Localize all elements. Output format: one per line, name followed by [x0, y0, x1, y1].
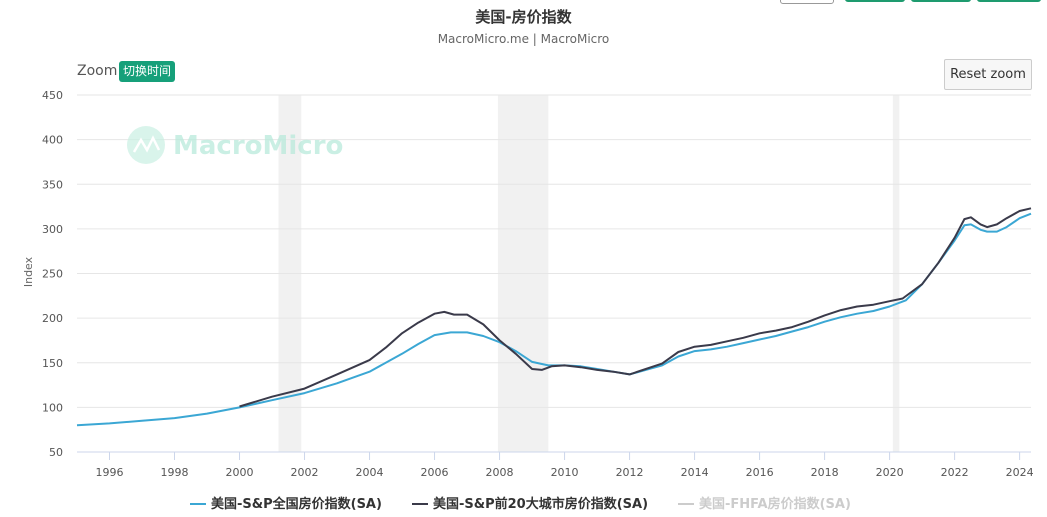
zoom-label: Zoom [77, 63, 118, 79]
x-tick-label: 2022 [941, 466, 969, 479]
y-tick-label: 350 [42, 178, 63, 191]
x-tick-label: 2014 [681, 466, 709, 479]
top-button-2[interactable] [845, 0, 905, 2]
y-tick-label: 50 [49, 446, 63, 459]
series-line-1[interactable] [76, 212, 1032, 427]
x-tick-label: 2008 [486, 466, 514, 479]
x-tick-label: 2004 [356, 466, 384, 479]
y-tick-label: 250 [42, 268, 63, 281]
legend-label: 美国-S&P全国房价指数(SA) [211, 496, 382, 512]
x-tick-label: 1996 [96, 466, 124, 479]
x-tick-label: 2018 [811, 466, 839, 479]
chart-subtitle: MacroMicro.me | MacroMicro [437, 32, 610, 46]
y-tick-label: 400 [42, 134, 63, 147]
legend-item-1[interactable]: 美国-S&P全国房价指数(SA) [190, 496, 382, 512]
chart-title: 美国-房价指数 [475, 8, 572, 26]
legend-label: 美国-S&P前20大城市房价指数(SA) [433, 496, 648, 512]
legend-item-2[interactable]: 美国-S&P前20大城市房价指数(SA) [412, 496, 648, 512]
y-tick-label: 450 [42, 89, 63, 102]
y-tick-label: 100 [42, 401, 63, 414]
y-tick-label: 300 [42, 223, 63, 236]
watermark: MacroMicro [127, 126, 343, 164]
watermark-text: MacroMicro [173, 131, 343, 161]
series-lines [76, 207, 1032, 427]
legend: 美国-S&P全国房价指数(SA) 美国-S&P前20大城市房价指数(SA) 美国-F… [190, 496, 851, 512]
reset-zoom-button[interactable]: Reset zoom [944, 59, 1032, 90]
x-tick-label: 2016 [746, 466, 774, 479]
x-tick-label: 2010 [551, 466, 579, 479]
legend-label: 美国-FHFA房价指数(SA) [699, 496, 851, 512]
x-tick-label: 2002 [291, 466, 319, 479]
y-tick-label: 150 [42, 357, 63, 370]
x-tick-label: 2020 [876, 466, 904, 479]
x-tick-label: 2012 [616, 466, 644, 479]
watermark-logo-mark [132, 135, 161, 153]
top-button-4[interactable] [977, 0, 1041, 2]
x-tick-label: 2024 [1006, 466, 1034, 479]
top-button-1[interactable] [780, 0, 834, 4]
axes: 50 100 150 200 250 300 350 400 450 1996 1998 2000 20… [42, 89, 1034, 479]
y-tick-label: 200 [42, 312, 63, 325]
x-tick-label: 2006 [421, 466, 449, 479]
legend-item-3[interactable]: 美国-FHFA房价指数(SA) [678, 496, 851, 512]
switch-time-button[interactable]: 切换时间 [119, 61, 176, 82]
top-button-3[interactable] [911, 0, 971, 2]
series-line-2[interactable] [239, 207, 1032, 408]
watermark-logo-icon [127, 126, 165, 164]
x-tick-label: 2000 [226, 466, 254, 479]
y-axis-title: Index [22, 256, 35, 287]
x-tick-label: 1998 [161, 466, 189, 479]
